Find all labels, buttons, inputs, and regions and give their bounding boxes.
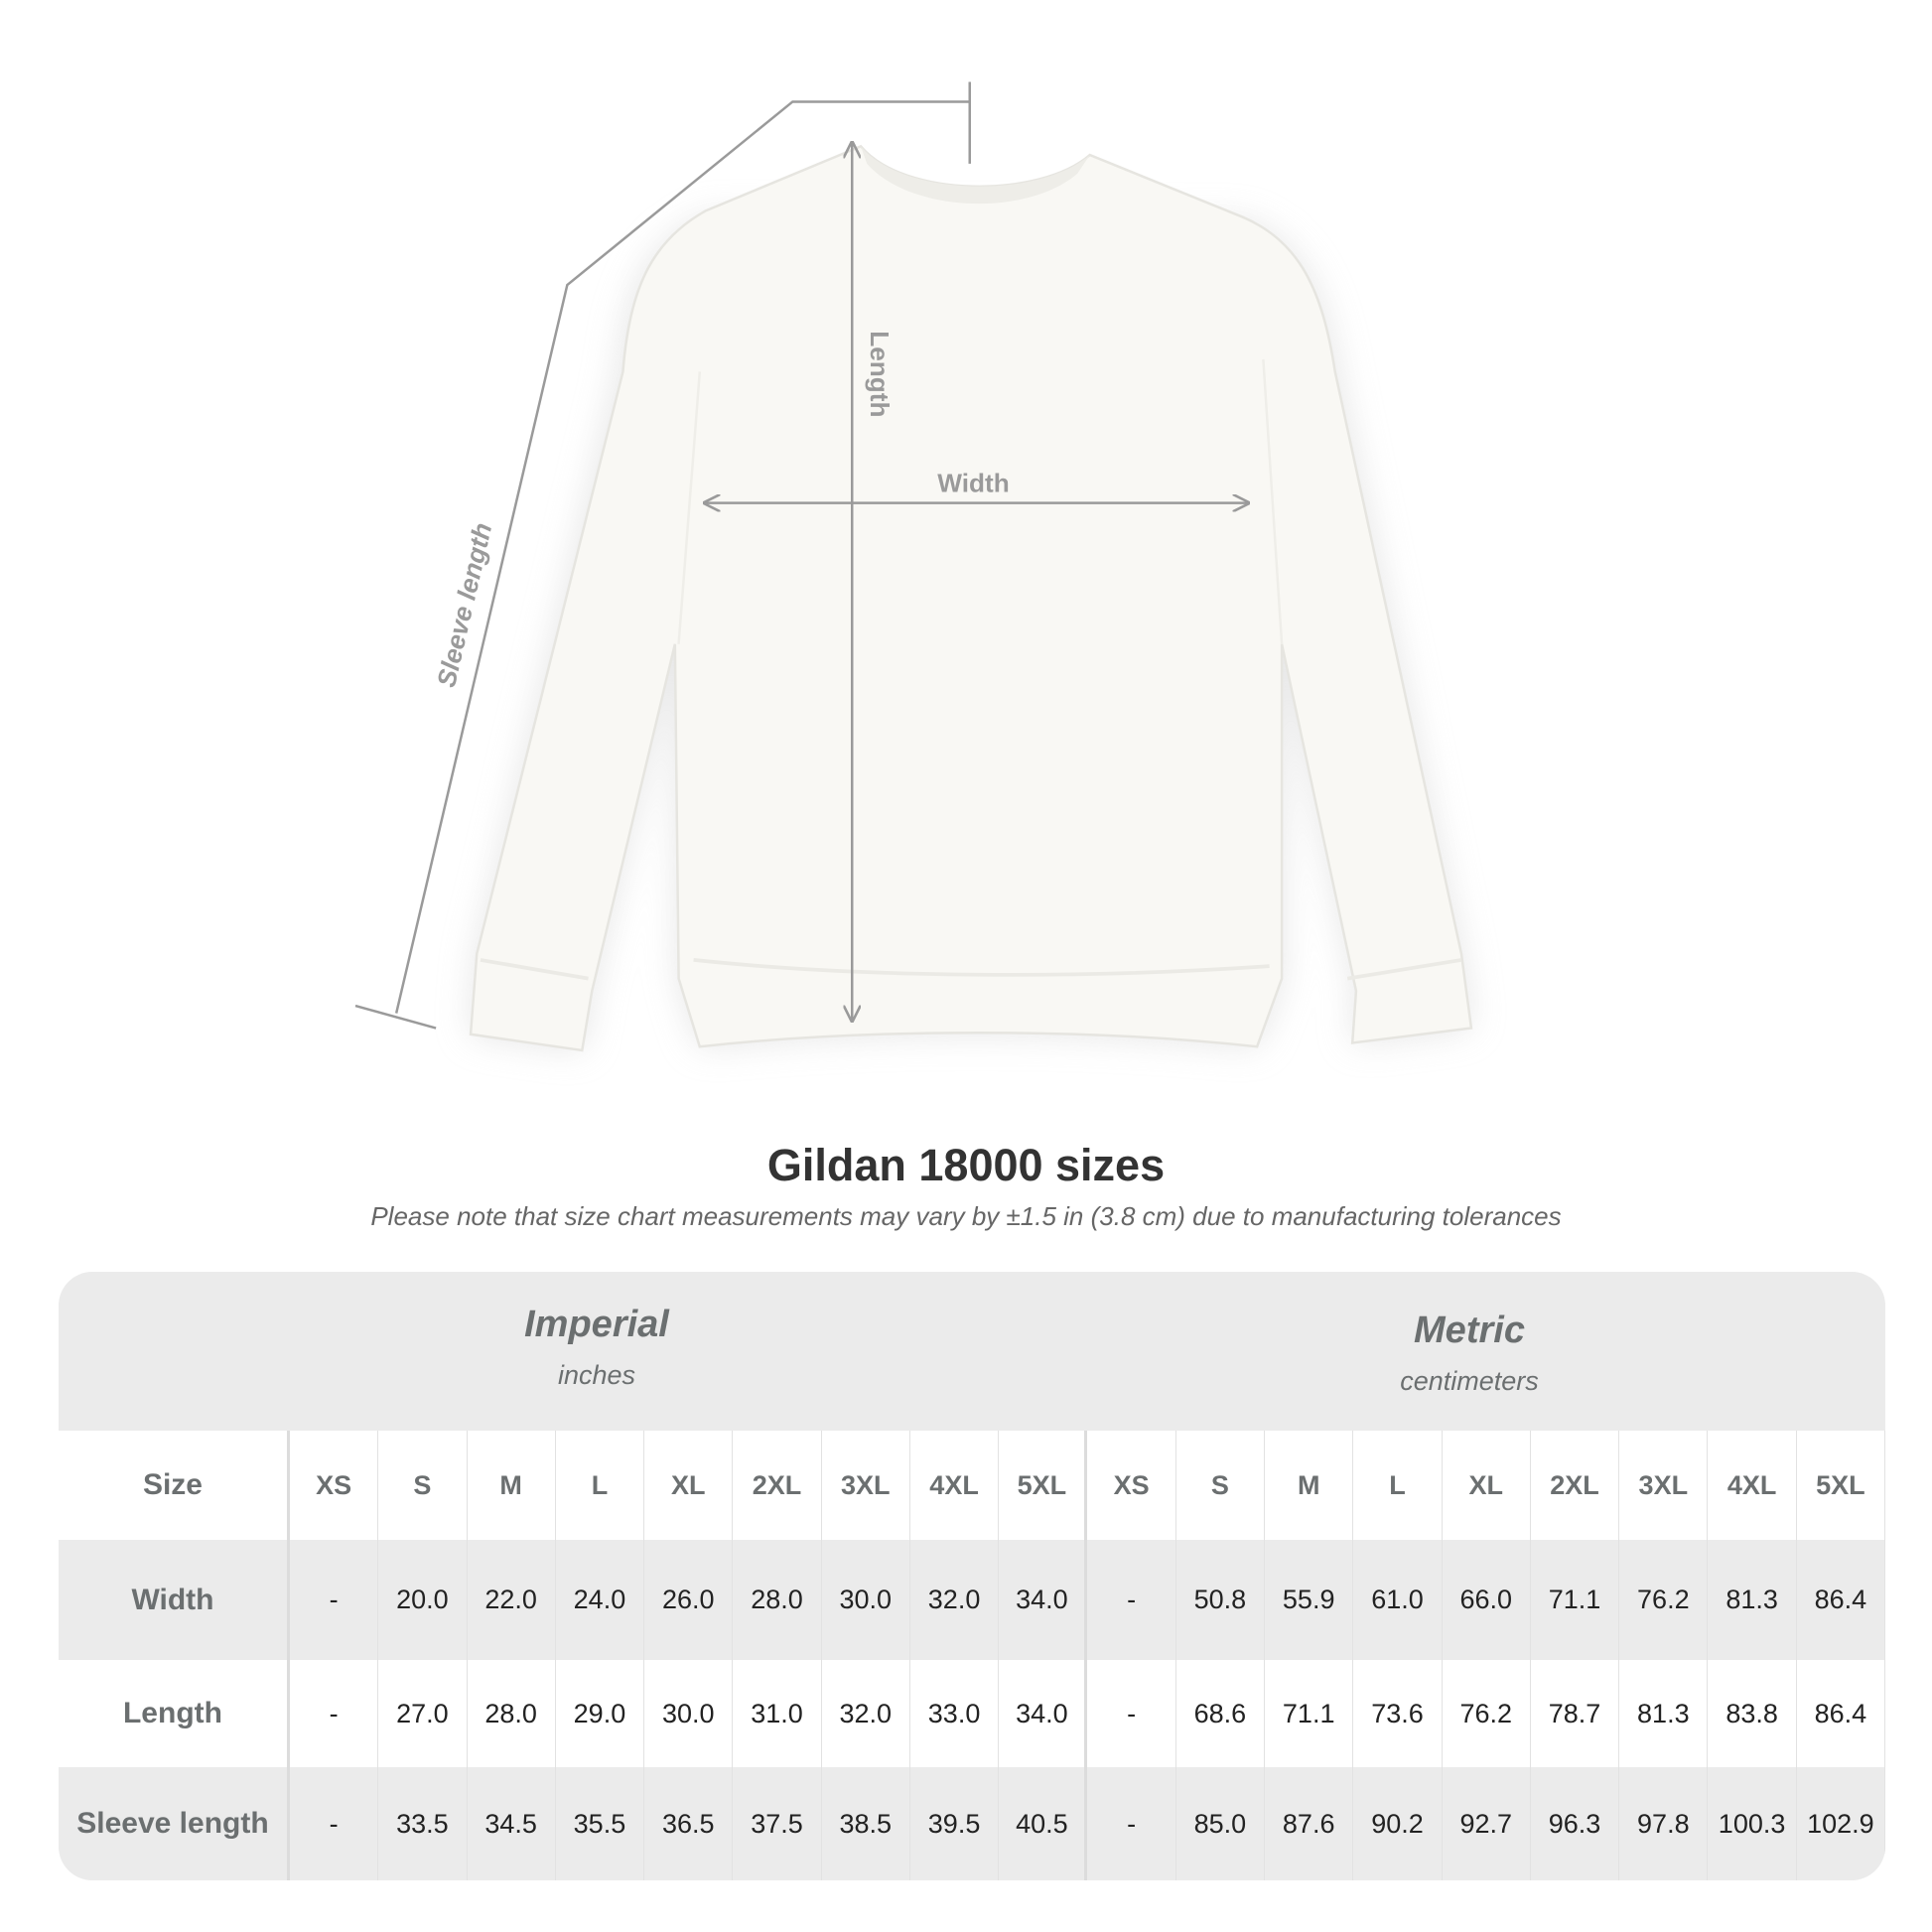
size-header-metric: 5XL [1797,1431,1885,1540]
size-header-metric: 2XL [1531,1431,1620,1540]
table-row: Sleeve length -33.5 34.5 35.5 36.5 37.5 38.5 39… [59,1767,1885,1880]
table-cell-metric: 81.3 [1619,1660,1709,1767]
table-row: Width -20.0 22.0 24.0 26.0 28.0 30.0 32.0 34.0-5… [59,1540,1885,1660]
row-label: Size [59,1431,290,1540]
table-cell-metric: 83.8 [1708,1660,1797,1767]
table-cell-metric: 73.6 [1353,1660,1443,1767]
imperial-header: Imperial inches [348,1304,845,1391]
table-cell-metric: 66.0 [1443,1540,1531,1660]
table-cell-imperial: 28.0 [733,1540,822,1660]
table-cell-metric: - [1087,1660,1176,1767]
table-cell-imperial: 36.5 [644,1767,734,1880]
table-cell-imperial: 32.0 [910,1540,1000,1660]
table-cell-metric: 78.7 [1531,1660,1620,1767]
size-header-imperial: 3XL [822,1431,910,1540]
table-cell-metric: - [1087,1540,1176,1660]
table-cell-metric: - [1087,1767,1176,1880]
size-header-metric: L [1353,1431,1443,1540]
table-cell-metric: 68.6 [1176,1660,1266,1767]
table-cell-imperial: - [290,1540,379,1660]
size-header-imperial: 5XL [999,1431,1088,1540]
width-label: Width [937,468,1009,497]
size-header-metric: M [1265,1431,1354,1540]
table-cell-metric: 55.9 [1265,1540,1354,1660]
tolerance-note: Please note that size chart measurements… [370,1201,1562,1231]
table-cell-imperial: 32.0 [822,1660,910,1767]
row-label: Sleeve length [59,1767,290,1880]
size-header-imperial: 4XL [910,1431,1000,1540]
page-title: Gildan 18000 sizes [766,1140,1166,1190]
table-cell-imperial: 24.0 [556,1540,645,1660]
table-cell-imperial: 22.0 [468,1540,556,1660]
table-cell-imperial: 26.0 [644,1540,734,1660]
size-header-imperial: M [468,1431,556,1540]
table-cell-metric: 61.0 [1353,1540,1443,1660]
size-header-metric: 3XL [1619,1431,1709,1540]
imperial-unit: inches [557,1360,636,1390]
table-cell-metric: 86.4 [1797,1540,1885,1660]
size-header-imperial: XL [644,1431,734,1540]
table-cell-imperial: 20.0 [378,1540,468,1660]
table-cell-metric: 90.2 [1353,1767,1443,1880]
imperial-title: Imperial [524,1304,669,1345]
table-cell-imperial: 30.0 [822,1540,910,1660]
table-cell-metric: 86.4 [1797,1660,1885,1767]
table-cell-imperial: 34.0 [999,1540,1088,1660]
table-cell-imperial: 31.0 [733,1660,822,1767]
table-cell-imperial: 39.5 [910,1767,1000,1880]
table-cell-metric: 100.3 [1708,1767,1797,1880]
table-cell-imperial: 28.0 [468,1660,556,1767]
table-cell-metric: 71.1 [1265,1660,1354,1767]
size-header-imperial: L [556,1431,645,1540]
table-cell-imperial: 37.5 [733,1767,822,1880]
size-header-metric: XL [1443,1431,1531,1540]
metric-header: Metric centimeters [1221,1310,1718,1397]
table-cell-metric: 81.3 [1708,1540,1797,1660]
metric-title: Metric [1414,1310,1525,1351]
table-cell-metric: 71.1 [1531,1540,1620,1660]
table-cell-metric: 92.7 [1443,1767,1531,1880]
row-label: Width [59,1540,290,1660]
size-header-imperial: XS [290,1431,379,1540]
table-cell-imperial: 33.0 [910,1660,1000,1767]
table-cell-imperial: 38.5 [822,1767,910,1880]
table-cell-metric: 102.9 [1797,1767,1885,1880]
size-header-metric: S [1176,1431,1266,1540]
table-cell-imperial: - [290,1767,379,1880]
table-cell-imperial: 27.0 [378,1660,468,1767]
table-header: Imperial inches Metric centimeters [59,1272,1885,1431]
table-cell-metric: 85.0 [1176,1767,1266,1880]
row-label: Length [59,1660,290,1767]
table-cell-metric: 76.2 [1443,1660,1531,1767]
sweatshirt-diagram: Sleeve length Length Width [354,81,1473,1052]
table-row: Length -27.0 28.0 29.0 30.0 31.0 32.0 33.0 34.0-… [59,1660,1885,1767]
length-label: Length [865,331,895,417]
size-header-row: Size XS S M L XL 2XL 3XL 4XL 5XL XS S M L XL 2XL 3XL 4XL 5… [59,1431,1885,1540]
table-cell-imperial: 33.5 [378,1767,468,1880]
table-cell-imperial: - [290,1660,379,1767]
table-cell-metric: 96.3 [1531,1767,1620,1880]
size-table: Imperial inches Metric centimeters Size X… [59,1272,1885,1880]
size-header-imperial: S [378,1431,468,1540]
table-cell-imperial: 35.5 [556,1767,645,1880]
table-cell-metric: 50.8 [1176,1540,1266,1660]
table-cell-metric: 97.8 [1619,1767,1709,1880]
size-header-metric: 4XL [1708,1431,1797,1540]
size-header-imperial: 2XL [733,1431,822,1540]
table-cell-imperial: 29.0 [556,1660,645,1767]
table-cell-metric: 87.6 [1265,1767,1354,1880]
sleeve-measure-line [354,81,971,1030]
size-header-metric: XS [1087,1431,1176,1540]
sleeve-length-label: Sleeve length [431,520,497,690]
table-cell-metric: 76.2 [1619,1540,1709,1660]
metric-unit: centimeters [1400,1366,1539,1396]
table-cell-imperial: 34.5 [468,1767,556,1880]
table-cell-imperial: 34.0 [999,1660,1088,1767]
table-cell-imperial: 40.5 [999,1767,1088,1880]
table-cell-imperial: 30.0 [644,1660,734,1767]
sweatshirt-image [469,144,1473,1052]
